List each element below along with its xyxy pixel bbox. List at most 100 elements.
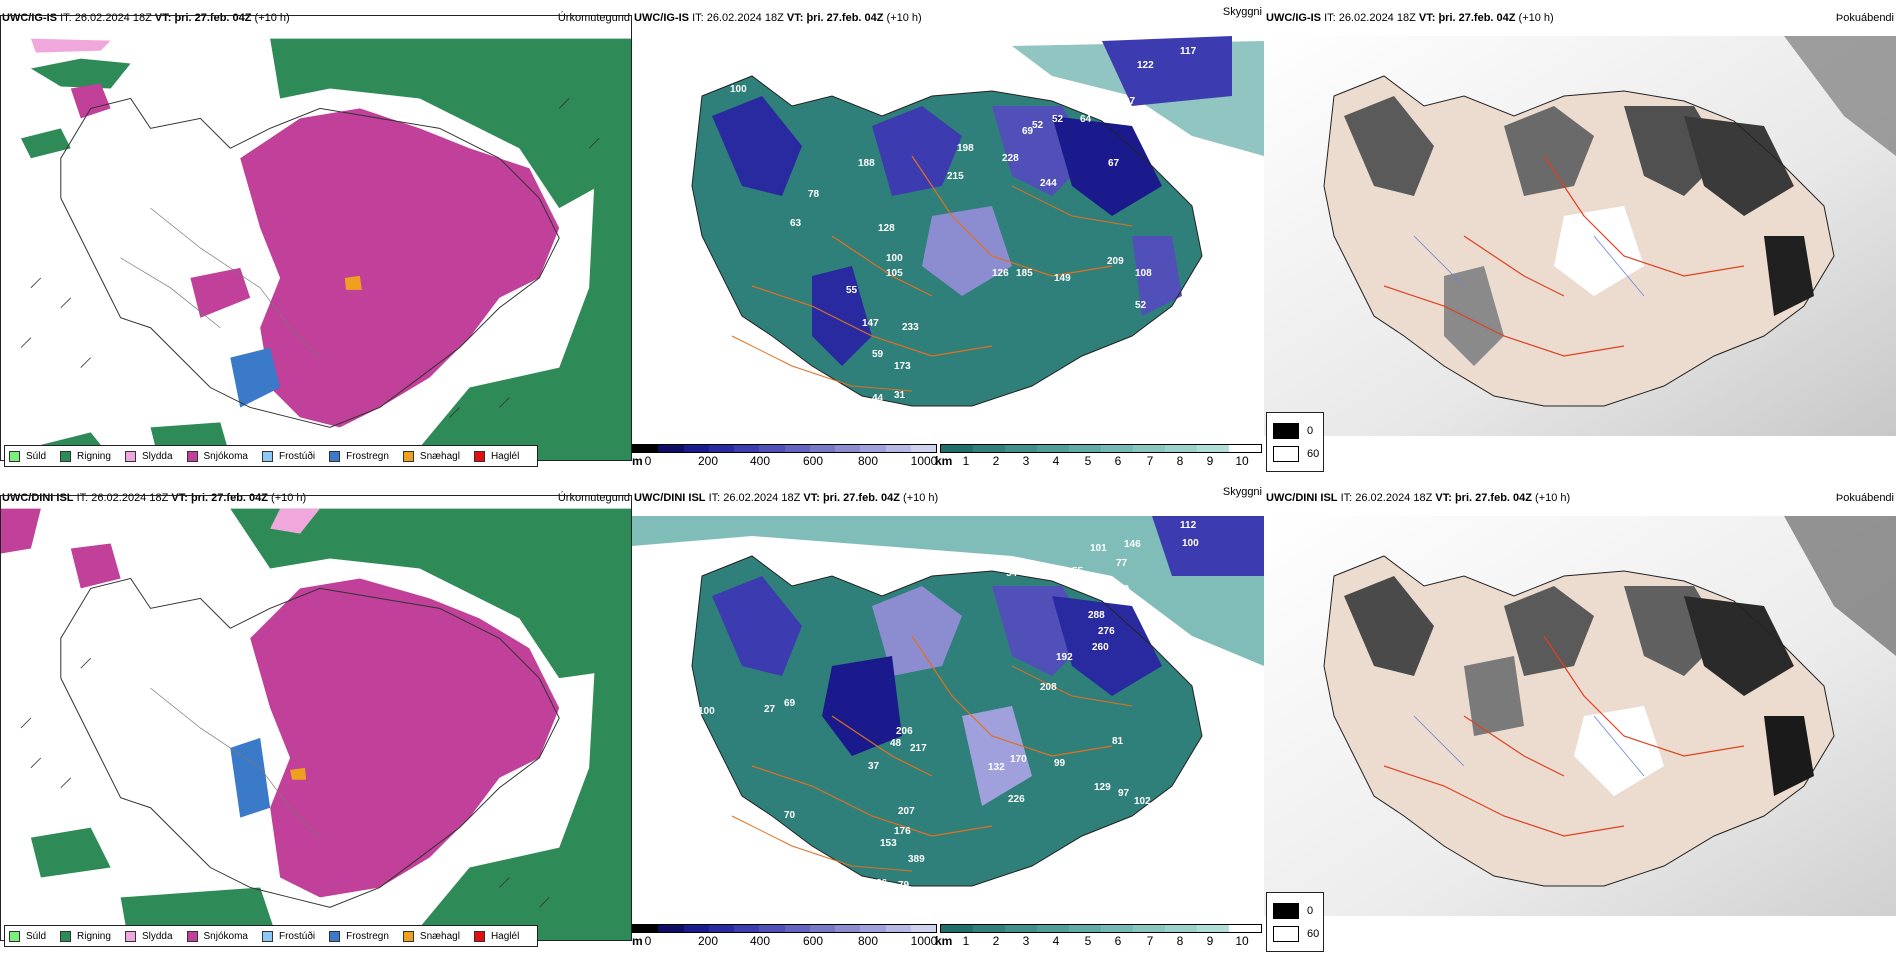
visibility-tick: 8	[1176, 934, 1184, 948]
ceiling-tick: 200	[697, 454, 719, 468]
visibility-tick: 9	[1206, 454, 1214, 468]
visibility-value: 215	[947, 171, 964, 182]
legend-item: Frostúði	[261, 930, 315, 942]
valid-time: þri. 27.feb. 04Z	[806, 12, 884, 24]
visibility-ramp	[940, 444, 1262, 453]
panel-title: Þokuábendi	[1835, 12, 1894, 24]
visibility-value: 48	[890, 738, 902, 749]
ceiling-tick: 400	[749, 454, 771, 468]
model-name: UWC/IG-IS	[1266, 12, 1321, 24]
visibility-value: 105	[886, 268, 903, 279]
valid-time: þri. 27.feb. 04Z	[1454, 492, 1532, 504]
init-time-label: IT:	[1324, 12, 1336, 24]
legend-item: Haglél	[473, 930, 520, 942]
visibility-tick: 7	[1146, 454, 1154, 468]
visibility-value: 54	[1006, 568, 1018, 579]
visibility-value: 69	[784, 698, 796, 709]
model-name: UWC/DINI ISL	[634, 492, 706, 504]
precip-type-panel: UWC/IG-IS IT: 26.02.2024 18Z VT: þri. 27…	[0, 8, 632, 474]
visibility-value: 63	[790, 218, 802, 229]
fog-legend-swatch	[1273, 926, 1299, 942]
visibility-value: 217	[910, 743, 927, 754]
visibility-value: 55	[1072, 566, 1084, 577]
fog-legend-item: 0	[1273, 423, 1313, 439]
visibility-value: 52	[1052, 114, 1064, 125]
model-name: UWC/DINI ISL	[1266, 492, 1338, 504]
fog-legend-swatch	[1273, 446, 1299, 462]
legend-swatch	[261, 450, 273, 462]
legend-item: Slydda	[124, 450, 173, 462]
visibility-tick: 9	[1206, 934, 1214, 948]
legend-swatch	[9, 450, 20, 462]
visibility-tick: 1	[962, 454, 970, 468]
legend-label: Haglél	[490, 930, 520, 942]
lead-time: (+10 h)	[903, 492, 939, 504]
visibility-value: 100	[698, 706, 715, 717]
fog-legend: 0 60	[1266, 412, 1324, 472]
visibility-value: 100	[730, 84, 747, 95]
precip-legend: Súld Rigning Slydda Snjókoma Frostúði Fr…	[4, 925, 539, 947]
visibility-value: 102	[1134, 796, 1151, 807]
visibility-panel: UWC/IG-IS IT: 26.02.2024 18Z VT: þri. 27…	[632, 6, 1264, 474]
fog-legend-label: 60	[1307, 928, 1320, 940]
init-time-label: IT:	[708, 492, 721, 504]
visibility-value: 288	[1088, 610, 1105, 621]
ceiling-tick: 0	[644, 934, 652, 948]
legend-label: Slydda	[141, 930, 173, 942]
ceiling-tick: 200	[697, 934, 719, 948]
valid-time: þri. 27.feb. 04Z	[1438, 12, 1516, 24]
valid-time: þri. 27.feb. 04Z	[822, 492, 900, 504]
legend-label: Súld	[26, 930, 47, 942]
init-time-label: IT:	[76, 492, 89, 504]
valid-time-label: VT:	[1435, 492, 1452, 504]
visibility-map: 117 122 107 100 97 58 52 64 61 52 69 67 …	[632, 36, 1264, 436]
visibility-map: 112 100 101 146 55 77 69 288 276 260 208…	[632, 516, 1264, 916]
visibility-tick: 6	[1114, 934, 1122, 948]
fog-legend-item: 60	[1273, 926, 1319, 942]
legend-item: Súld	[9, 450, 46, 462]
fog-index-panel: UWC/DINI ISL IT: 26.02.2024 18Z VT: þri.…	[1264, 488, 1896, 954]
visibility-value: 27	[764, 704, 776, 715]
visibility-value: 126	[992, 268, 1009, 279]
visibility-value: 70	[784, 810, 796, 821]
legend-swatch	[9, 930, 20, 942]
visibility-value: 78	[808, 189, 820, 200]
panel-title: Skyggni	[1222, 6, 1262, 18]
legend-swatch	[473, 450, 485, 462]
legend-swatch	[402, 450, 414, 462]
fog-legend-label: 60	[1307, 448, 1320, 460]
visibility-ramp	[940, 924, 1262, 933]
ceiling-unit: m	[632, 934, 643, 948]
visibility-value: 129	[1094, 782, 1111, 793]
visibility-value: 176	[894, 826, 911, 837]
visibility-value: 77	[1116, 558, 1128, 569]
legend-item: Snæhagl	[402, 930, 460, 942]
ceiling-unit: m	[632, 454, 643, 468]
visibility-value: 61	[1118, 110, 1130, 121]
legend-label: Frostregn	[346, 930, 389, 942]
visibility-value: 233	[902, 322, 919, 333]
fog-legend-label: 0	[1307, 905, 1314, 917]
fog-legend-item: 0	[1273, 903, 1313, 919]
legend-label: Frostregn	[346, 450, 389, 462]
visibility-panel: UWC/DINI ISL IT: 26.02.2024 18Z VT: þri.…	[632, 486, 1264, 954]
visibility-tick: 5	[1084, 934, 1092, 948]
visibility-value: 208	[1040, 682, 1057, 693]
fog-index-map	[1264, 36, 1896, 436]
visibility-value: 149	[1054, 273, 1071, 284]
visibility-value: 69	[1118, 584, 1130, 595]
init-time-label: IT:	[692, 12, 704, 24]
ceiling-tick: 1000	[910, 934, 938, 948]
legend-item: Snjókoma	[186, 930, 248, 942]
visibility-value: 100	[886, 253, 903, 264]
visibility-value: 67	[1108, 158, 1120, 169]
visibility-value: 206	[896, 726, 913, 737]
fog-index-panel: UWC/IG-IS IT: 26.02.2024 18Z VT: þri. 27…	[1264, 8, 1896, 474]
visibility-tick: 2	[992, 934, 1000, 948]
legend-label: Snæhagl	[419, 450, 460, 462]
legend-swatch	[473, 930, 485, 942]
panel-title: Skyggni	[1222, 486, 1262, 498]
init-time: 26.02.2024 18Z	[1338, 12, 1416, 24]
init-time: 26.02.2024 18Z	[723, 492, 801, 504]
visibility-value: 112	[1180, 520, 1197, 531]
